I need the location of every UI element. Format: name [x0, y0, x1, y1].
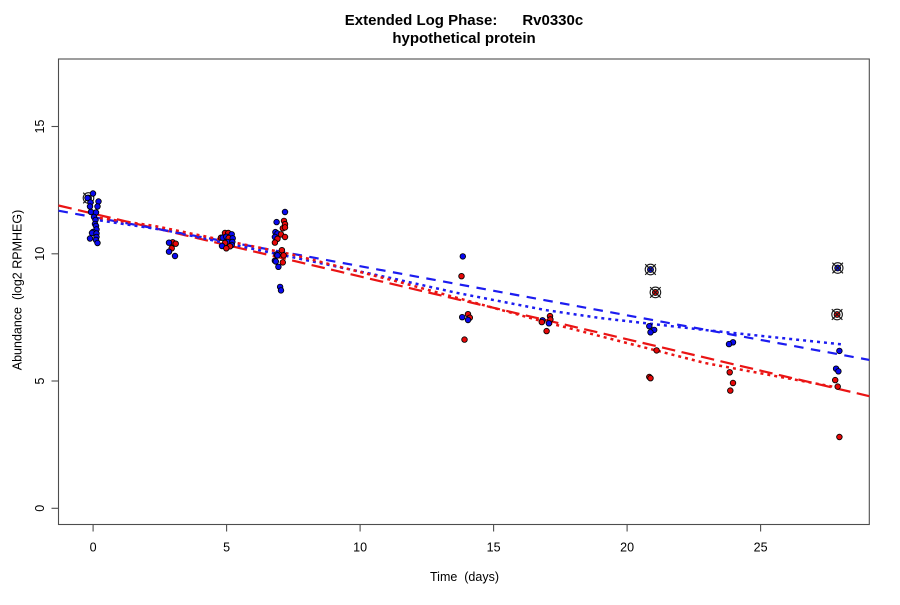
svg-text:5: 5: [33, 377, 47, 384]
svg-text:5: 5: [223, 541, 230, 555]
svg-text:10: 10: [33, 247, 47, 261]
svg-text:10: 10: [353, 541, 367, 555]
svg-text:Time (days): Time (days): [430, 570, 499, 584]
svg-text:20: 20: [620, 541, 634, 555]
svg-text:Abundance (log2 RPMHEG): Abundance (log2 RPMHEG): [11, 210, 25, 371]
svg-text:15: 15: [487, 541, 501, 555]
svg-text:15: 15: [33, 120, 47, 134]
svg-text:25: 25: [754, 541, 768, 555]
svg-text:0: 0: [33, 505, 47, 512]
svg-text:0: 0: [90, 541, 97, 555]
svg-text:Extended Log Phase: Rv033: Extended Log Phase: Rv0330c: [345, 12, 583, 29]
svg-text:hypothetical protein: hypothetical protein: [392, 30, 535, 47]
